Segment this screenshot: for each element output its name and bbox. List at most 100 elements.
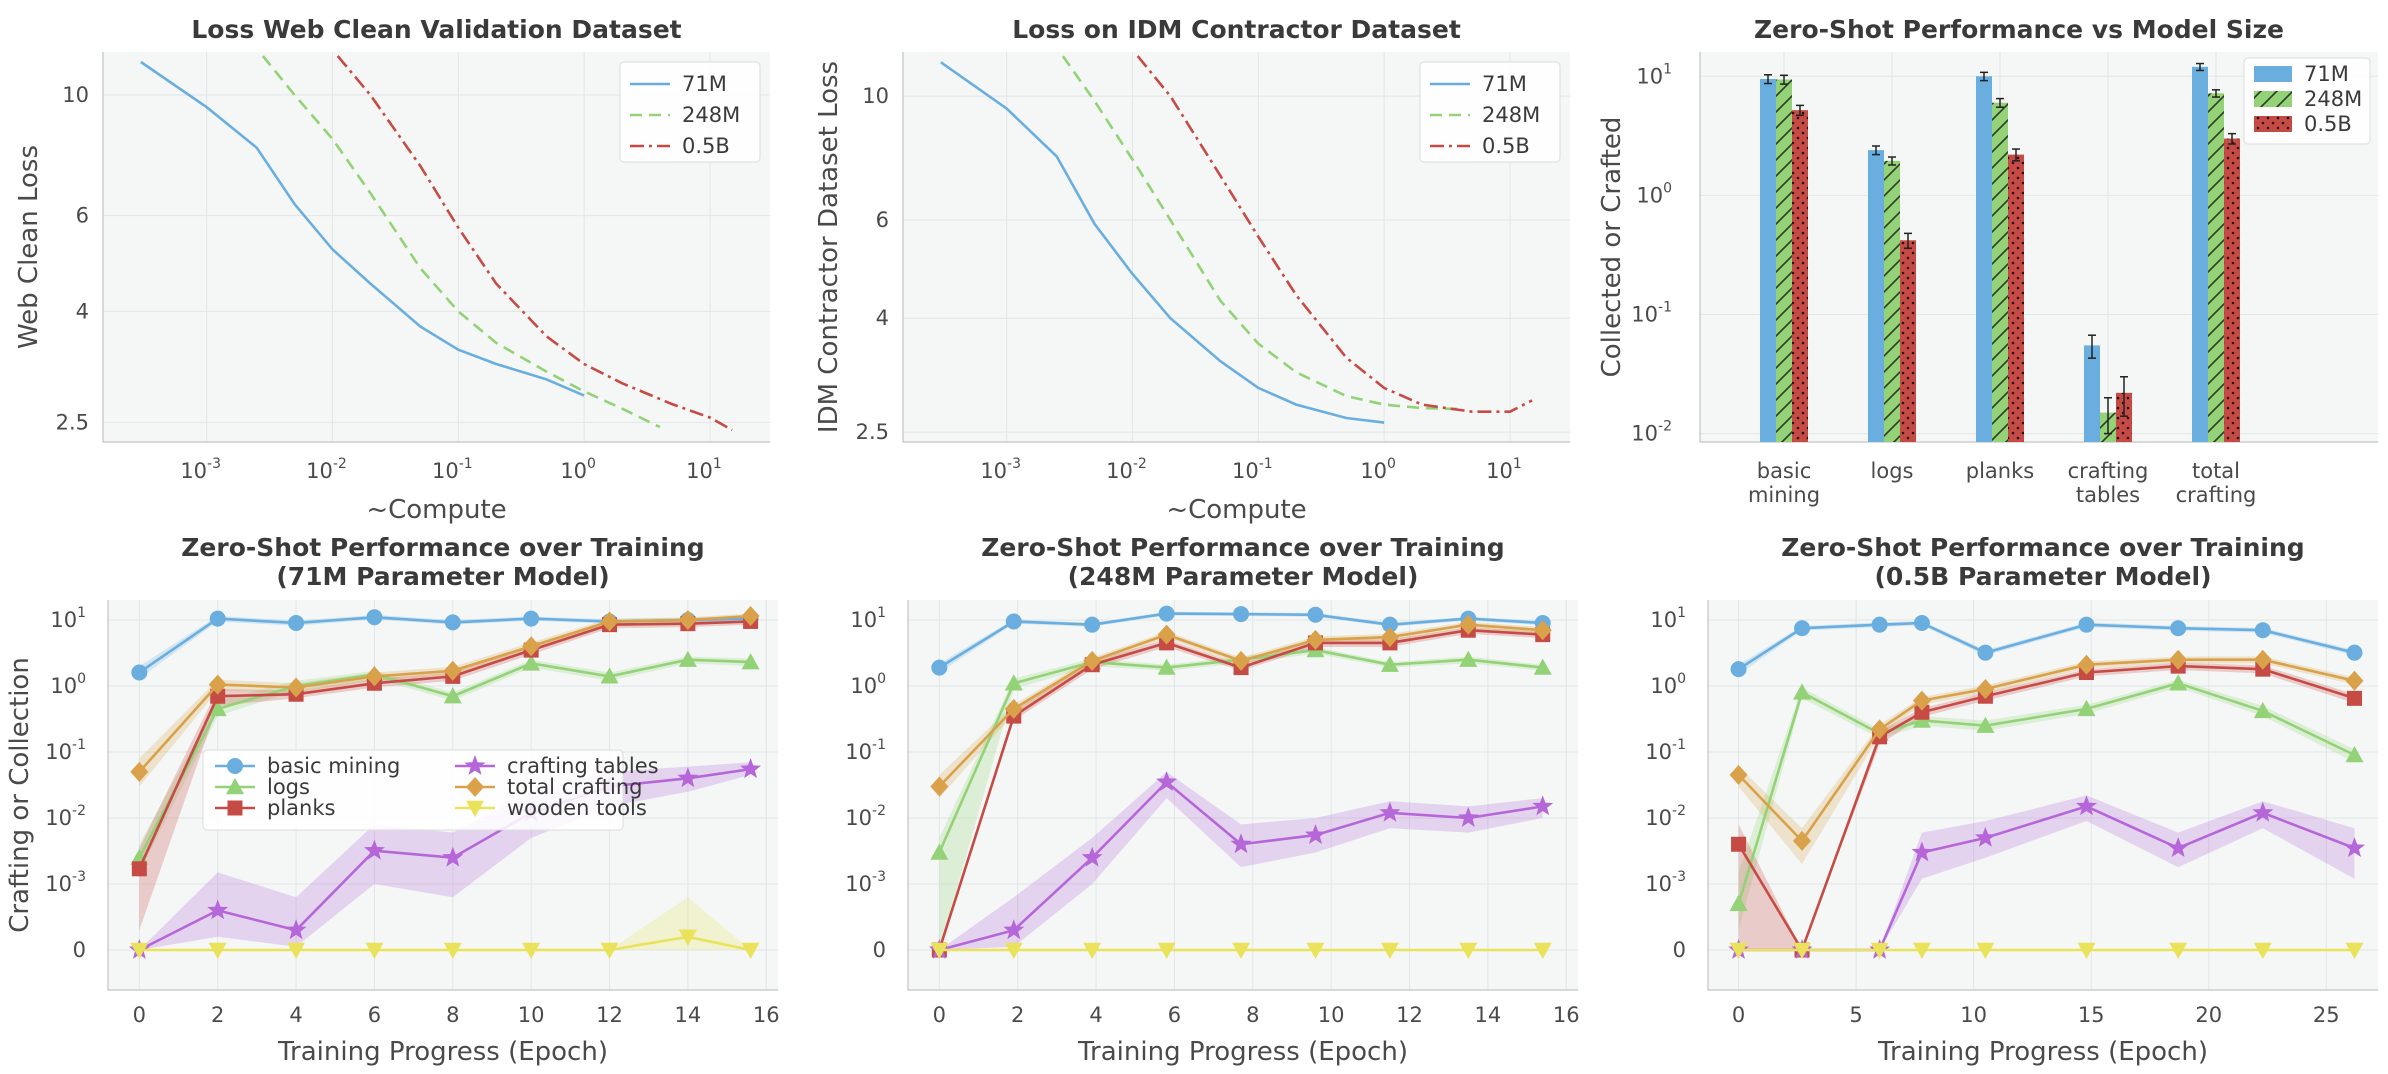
p3-category-label: logs [1871,459,1914,483]
p4-basic-mining-point [131,664,148,681]
p5-axes-spine [907,600,1578,991]
p5-title: Zero-Shot Performance over Training [981,533,1504,562]
p4-total-crafting-point [287,677,306,698]
p5-basic-mining-point [1158,605,1175,622]
p6-xtick-label: 0 [1732,1003,1745,1027]
p1-title: Loss Web Clean Validation Dataset [191,15,681,44]
p5-xtick-label: 0 [933,1003,946,1027]
p2-title: Loss on IDM Contractor Dataset [1012,15,1461,44]
p6-crafting-tables-point [2167,837,2189,857]
p6-total-crafting-point [2345,670,2364,691]
p3-legend-label: 248M [2304,87,2362,111]
p6-basic-mining-point [1913,615,1930,632]
p4-xtick-label: 0 [133,1003,146,1027]
p6-basic-mining-point [2170,620,2187,637]
p4-total-crafting-point [741,605,760,626]
p4-wooden-tools-point [365,942,384,959]
p2-series-71m-line [940,61,1385,424]
p4-crafting-tables-point [285,919,307,940]
p6-ytick-label: 100 [1650,671,1686,698]
p4-ytick-label: 0 [73,938,86,962]
p5-crafting-tables-point [1532,795,1554,816]
p4-xtick-label: 16 [753,1003,780,1027]
p6-planks-point [2346,690,2362,706]
p4-wooden-tools-point [287,942,306,959]
p6-wooden-tools-point [1729,942,1748,959]
p3-bar-0.5b [2008,154,2024,442]
p5-xtick-label: 14 [1475,1003,1502,1027]
p4-basic-mining-point [209,610,226,627]
p5-wooden-tools-point [1380,942,1399,959]
p4-crafting-tables-point [677,767,699,788]
p5-total-crafting-point [1004,698,1023,719]
p2-ytick-label: 10 [862,84,889,108]
p4-chart: 0 2 4 6 8 10 12 14 16 0 10-3 10-2 10-1 100 101 Zero-Sho… [5,533,780,1067]
p5-basic-mining-point [931,659,948,676]
p3-category-label: total [2192,459,2240,483]
p6-xtick-label: 10 [1960,1003,1987,1027]
p2-xtick-label: 10-3 [980,456,1021,483]
p4-xtick-label: 8 [446,1003,459,1027]
p6-ytick-label: 10-2 [1645,803,1686,830]
p2-xtick-label: 10-2 [1106,456,1147,483]
p6-crafting-tables-point [2076,795,2097,816]
p3-ytick-label: 10-2 [1631,419,1672,446]
p3-bar-248m [2208,93,2224,442]
p3-bar-0.5b [2224,138,2240,443]
p4-wooden-tools-point [678,929,697,946]
p4-wooden-tools-point [208,942,227,959]
p4-planks-point [210,688,226,704]
p1-xtick-label: 10-1 [432,456,473,483]
p4-xtick-label: 2 [211,1003,224,1027]
p4-ytick-label: 10-3 [45,869,86,896]
p5-ytick-label: 10-3 [845,869,886,896]
p5-wooden-tools-point [1533,942,1552,959]
p3-bar-71m [1760,78,1776,442]
p4-legend-label: basic mining [267,754,400,778]
p2-ylabel: IDM Contractor Dataset Loss [814,61,844,433]
p6-axes-spine [1707,600,2378,991]
p1-legend-label: 248M [682,103,740,127]
p4-crafting-tables-point [740,758,761,778]
p6-logs-point [2345,746,2364,763]
p6-wooden-tools-point [2077,942,2096,959]
p4-legend-label: planks [267,796,335,820]
p6-ytick-label: 0 [1673,938,1686,962]
p1-series-0.5b-line [336,55,733,432]
p4-xtick-label: 4 [289,1003,302,1027]
p5-ytick-label: 10-1 [845,737,886,764]
p4-subtitle: (71M Parameter Model) [276,562,609,591]
p6-ytick-label: 10-1 [1645,737,1686,764]
p3-category-label: crafting [2068,459,2149,483]
p6-total-crafting-point [1976,679,1995,700]
p2-series-0.5b-line [1136,55,1533,413]
p4-basic-mining-point [444,614,461,631]
p4-total-crafting-point [365,666,384,687]
p5-subtitle: (248M Parameter Model) [1068,562,1419,591]
p4-legend-marker [466,777,484,797]
p5-xtick-label: 8 [1246,1003,1259,1027]
p4-basic-mining-point [523,610,540,627]
p3-axes-spine [1699,52,2378,443]
p6-xtick-label: 15 [2078,1003,2105,1027]
p6-basic-mining-point [2346,644,2363,661]
p5-basic-mining-point [1307,606,1324,623]
p4-legend-label: total crafting [507,775,642,799]
p6-xtick-label: 5 [1849,1003,1862,1027]
p3-bar-71m [2084,345,2100,442]
p3-bar-0.5b [2116,392,2132,442]
p5-basic-mining-point [1381,616,1398,633]
p6-total-crafting-point [1870,719,1889,740]
p3-legend-label: 0.5B [2304,112,2352,136]
p6-crafting-tables-point [2344,837,2365,857]
p4-crafting-tables-point [207,899,229,920]
p5-basic-mining-point [1005,613,1022,630]
p4-legend-label: crafting tables [507,754,659,778]
p6-crafting-tables-point [1911,841,1933,862]
p5-xtick-label: 2 [1011,1003,1024,1027]
p3-category-label: tables [2076,483,2140,507]
p4-wooden-tools-point [130,942,149,959]
p1-xtick-label: 10-2 [306,456,347,483]
p5-logs-point [930,843,949,860]
p4-legend-marker [227,800,243,816]
